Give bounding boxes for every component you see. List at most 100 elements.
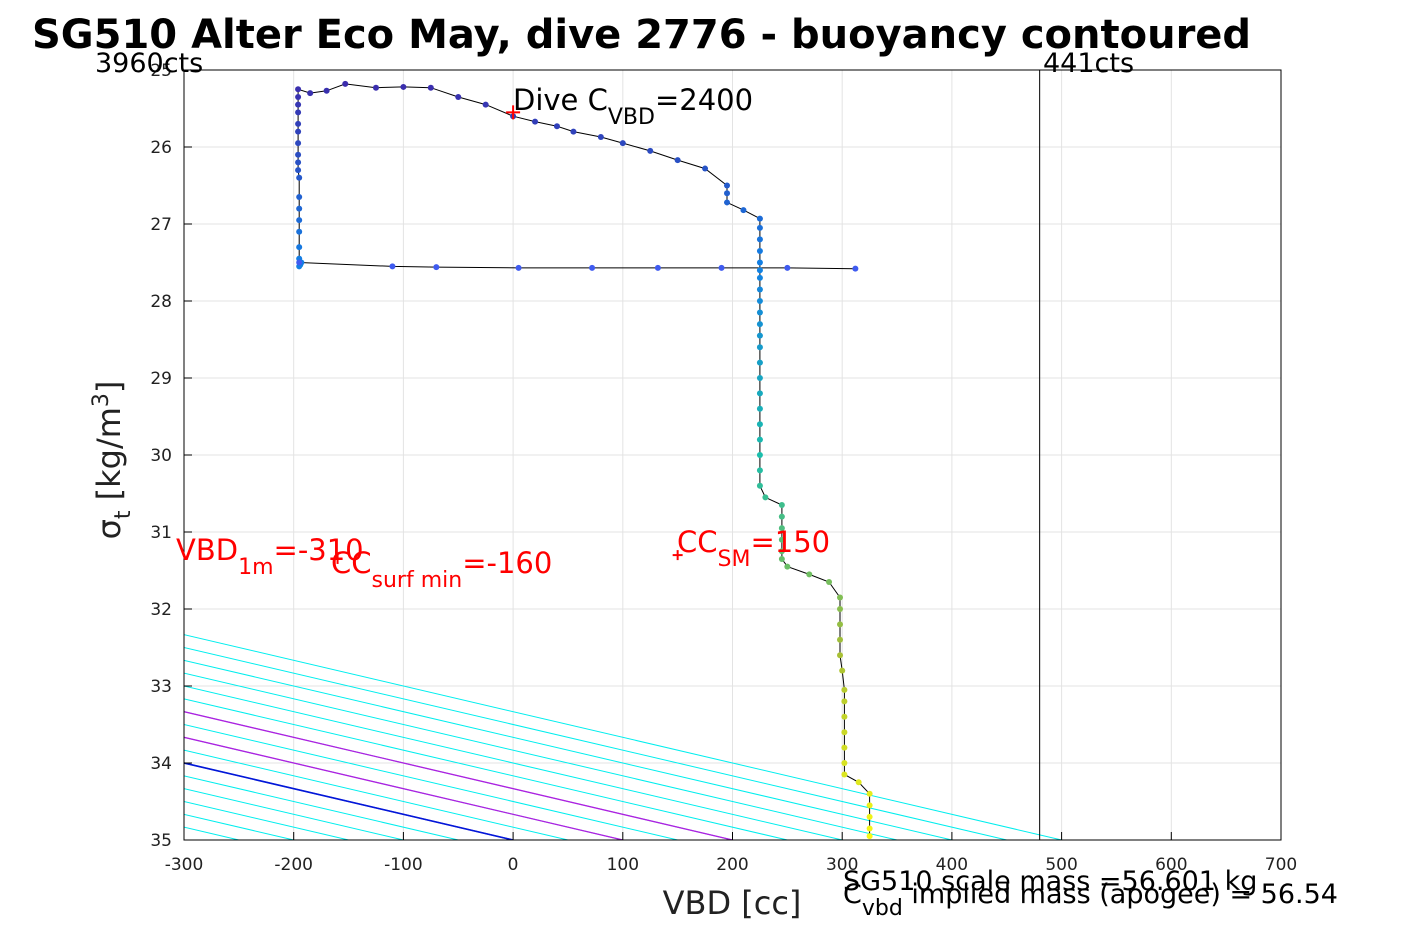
y-tick-label: 28: [150, 292, 172, 312]
data-point: [866, 833, 873, 840]
dive-c-marker: [506, 105, 521, 120]
data-point: [756, 421, 763, 428]
data-point: [837, 636, 844, 643]
data-point: [806, 571, 813, 578]
y-tick-label: 32: [150, 600, 172, 620]
data-point: [852, 265, 859, 272]
data-point: [756, 436, 763, 443]
dive-c-label: Dive CVBD=2400: [513, 83, 753, 130]
y-tick-label: 34: [150, 754, 172, 774]
data-point: [597, 133, 604, 140]
data-point: [866, 813, 873, 820]
cc-surf-min-label: CCsurf min=-160: [331, 546, 552, 593]
data-point: [724, 190, 731, 197]
data-point: [702, 165, 709, 172]
data-point: [756, 467, 763, 474]
data-point: [756, 286, 763, 293]
contour-line-cyan: [184, 685, 843, 840]
vbd-1m-label: VBD1m=-310: [176, 533, 364, 580]
top-right-count: 441cts: [1043, 48, 1134, 79]
data-point: [778, 548, 785, 555]
data-point: [855, 779, 862, 786]
data-point: [841, 713, 848, 720]
data-point: [619, 140, 626, 147]
x-tick-label: 0: [508, 855, 519, 875]
y-ticks: 25 26 27 28 29 30 31 32 33 34 35: [150, 61, 192, 851]
data-point: [455, 93, 462, 100]
data-point: [841, 771, 848, 778]
data-point: [724, 199, 731, 206]
data-point: [724, 182, 731, 189]
data-point: [778, 525, 785, 532]
y-tick-label: 31: [150, 523, 172, 543]
data-point: [307, 90, 314, 97]
data-point: [295, 159, 302, 166]
data-point: [296, 228, 303, 235]
data-point: [756, 375, 763, 381]
data-point: [841, 760, 848, 766]
data-point: [837, 606, 844, 612]
svg-text:σt [kg/m3]: σt [kg/m3]: [89, 381, 136, 540]
data-point: [756, 321, 763, 328]
contour-line-cyan: [184, 634, 1062, 840]
data-point: [427, 84, 434, 91]
implied-mass-label: Cvbd implied mass (apogee) = 56.54: [843, 879, 1338, 921]
y-tick-label: 29: [150, 369, 172, 389]
data-point: [553, 123, 560, 130]
x-tick-label: 500: [1045, 855, 1077, 875]
data-point: [756, 259, 763, 266]
data-point: [841, 729, 848, 736]
data-point: [756, 482, 763, 489]
data-points: [295, 80, 873, 840]
data-point: [778, 536, 785, 543]
data-point: [295, 140, 302, 147]
data-point: [296, 217, 303, 224]
contour-line-cyan: [184, 659, 953, 840]
chart-title: SG510 Alter Eco May, dive 2776 - buoyanc…: [32, 12, 1251, 58]
contour-line-cyan: [184, 698, 788, 840]
data-point: [839, 667, 846, 674]
data-point: [482, 101, 489, 108]
data-point: [837, 621, 844, 628]
data-point: [295, 151, 302, 158]
data-point: [756, 344, 763, 351]
data-point: [400, 83, 407, 90]
data-point: [296, 244, 303, 251]
data-point: [866, 825, 873, 832]
data-point: [718, 264, 725, 271]
y-axis-label: σt [kg/m3]: [89, 381, 136, 540]
data-point: [784, 264, 791, 271]
data-point: [295, 109, 302, 116]
y-tick-label: 25: [150, 61, 172, 81]
data-point: [295, 93, 302, 100]
data-point: [778, 555, 785, 562]
x-tick-label: 300: [826, 855, 858, 875]
data-point: [756, 267, 763, 274]
data-point: [570, 128, 577, 135]
x-tick-label: 400: [936, 855, 968, 875]
cc-surf-min-marker: [332, 553, 343, 564]
x-axis-label: VBD [cc]: [663, 884, 802, 922]
data-point: [866, 802, 873, 809]
data-point: [756, 390, 763, 397]
data-point: [740, 207, 747, 214]
data-point: [515, 264, 522, 271]
data-point: [295, 120, 302, 127]
data-point: [654, 264, 661, 271]
x-tick-label: 100: [607, 855, 639, 875]
y-tick-label: 30: [150, 446, 172, 466]
data-point: [784, 563, 791, 570]
y-tick-label: 26: [150, 138, 172, 158]
x-tick-label: 600: [1155, 855, 1187, 875]
data-point: [296, 205, 303, 212]
y-tick-label: 27: [150, 215, 172, 235]
data-point: [841, 686, 848, 693]
data-point: [756, 405, 763, 412]
contour-line-cyan: [184, 646, 1007, 840]
cc-sm-label: CCSM=150: [677, 525, 830, 572]
x-tick-label: -300: [165, 855, 204, 875]
data-point: [295, 128, 302, 135]
data-point: [756, 298, 763, 304]
data-point: [532, 118, 539, 125]
buoyancy-contours: [184, 634, 1062, 840]
